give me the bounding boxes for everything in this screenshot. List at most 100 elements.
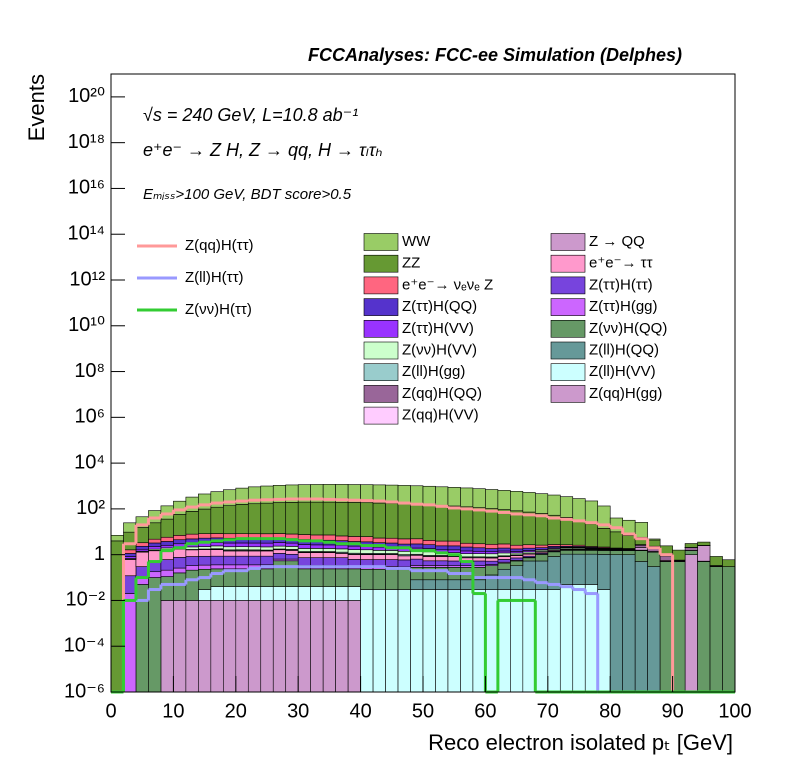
histogram-bar — [223, 505, 237, 535]
histogram-bar — [322, 552, 336, 558]
histogram-bar — [360, 568, 374, 590]
histogram-bar — [447, 545, 461, 551]
histogram-bar — [634, 561, 648, 693]
histogram-bar — [497, 552, 511, 557]
histogram-bar — [247, 568, 262, 587]
histogram-bar — [460, 487, 474, 508]
histogram-bar — [722, 559, 736, 567]
histogram-bar — [335, 535, 349, 541]
histogram-bar — [672, 561, 686, 693]
histogram-bar — [285, 542, 299, 547]
histogram-bar — [559, 584, 574, 693]
histogram-bar — [160, 600, 174, 693]
histogram-bar — [123, 559, 137, 577]
histogram-bar — [497, 559, 511, 563]
histogram-bar — [185, 556, 199, 566]
histogram-bar — [310, 568, 324, 587]
histogram-bar — [472, 589, 486, 693]
histogram-bar — [123, 531, 137, 551]
histogram-bar — [272, 545, 287, 550]
histogram-bar — [297, 557, 311, 566]
histogram-bar — [210, 568, 224, 587]
histogram-bar — [285, 546, 299, 550]
histogram-bar — [447, 549, 461, 553]
x-tick-label: 50 — [412, 700, 434, 722]
histogram-bar — [235, 546, 249, 551]
histogram-bar — [647, 538, 661, 541]
histogram-bar — [260, 502, 274, 535]
histogram-bar — [447, 589, 461, 693]
histogram-bar — [522, 492, 536, 513]
histogram-bar — [160, 544, 174, 549]
histogram-bar — [460, 550, 474, 554]
y-tick-label: 10⁻⁶ — [64, 680, 105, 702]
histogram-bar — [410, 579, 424, 590]
histogram-bar — [148, 542, 162, 547]
y-tick-label: 1 — [94, 543, 105, 565]
y-tick-label: 10⁻⁴ — [64, 635, 105, 657]
histogram-bar — [223, 542, 237, 548]
histogram-bar — [198, 508, 212, 534]
histogram-bar — [173, 500, 187, 515]
histogram-bar — [497, 547, 511, 552]
histogram-bar — [347, 545, 361, 550]
histogram-bar — [609, 550, 623, 555]
histogram-bar — [260, 550, 274, 557]
legend-swatch — [550, 276, 586, 295]
legend-label: Z(ττ)H(ττ) — [589, 276, 653, 293]
legend-swatch — [363, 385, 399, 403]
histogram-bar — [472, 553, 486, 558]
histogram-bar — [123, 575, 137, 594]
histogram-bar — [684, 543, 698, 548]
histogram-bar — [310, 544, 324, 549]
histogram-bar — [659, 555, 673, 561]
histogram-bar — [135, 545, 149, 550]
histogram-bar — [609, 517, 623, 533]
histogram-bar — [535, 560, 549, 590]
histogram-bar — [297, 501, 311, 535]
histogram-bar — [584, 500, 599, 525]
histogram-bar — [485, 548, 499, 553]
histogram-bar — [497, 562, 511, 570]
histogram-bar — [485, 489, 499, 509]
y-tick-label: 10⁶ — [75, 406, 105, 428]
legend-label: Z(νν)H(VV) — [402, 341, 477, 358]
histogram-bar — [522, 544, 536, 549]
histogram-bar — [510, 510, 524, 546]
histogram-bar — [535, 589, 549, 693]
legend-label: Z(ll)H(VV) — [589, 363, 656, 380]
histogram-bar — [160, 536, 174, 542]
histogram-bar — [372, 568, 386, 590]
histogram-bar — [597, 505, 611, 529]
legend-swatch — [550, 341, 586, 360]
histogram-bar — [173, 557, 187, 569]
histogram-bar — [185, 565, 199, 571]
histogram-bar — [497, 543, 511, 549]
histogram-bar — [422, 560, 436, 566]
histogram-bar — [135, 551, 149, 567]
histogram-bar — [609, 531, 623, 549]
histogram-bar — [510, 491, 524, 512]
histogram-bar — [272, 586, 287, 601]
y-tick-label: 10¹⁴ — [68, 223, 106, 245]
histogram-bar — [135, 566, 149, 578]
legend-swatch — [550, 254, 586, 273]
histogram-bar — [397, 589, 411, 693]
histogram-bar — [185, 511, 199, 535]
legend-label: Z(ττ)H(QQ) — [402, 298, 477, 315]
histogram-bar — [210, 533, 224, 539]
histogram-bar — [210, 545, 224, 550]
histogram-bar — [235, 550, 249, 557]
histogram-bar — [210, 506, 224, 534]
histogram-bar — [198, 564, 212, 570]
histogram-bar — [335, 548, 349, 553]
x-tick-label: 30 — [287, 700, 309, 722]
histogram-bar — [472, 547, 486, 552]
histogram-bar — [447, 579, 461, 590]
histogram-bar — [410, 554, 424, 560]
histogram-bar — [460, 542, 474, 548]
histogram-bar — [634, 544, 648, 548]
histogram-bar — [210, 549, 224, 557]
histogram-bar — [485, 560, 499, 565]
histogram-bar — [472, 557, 486, 562]
